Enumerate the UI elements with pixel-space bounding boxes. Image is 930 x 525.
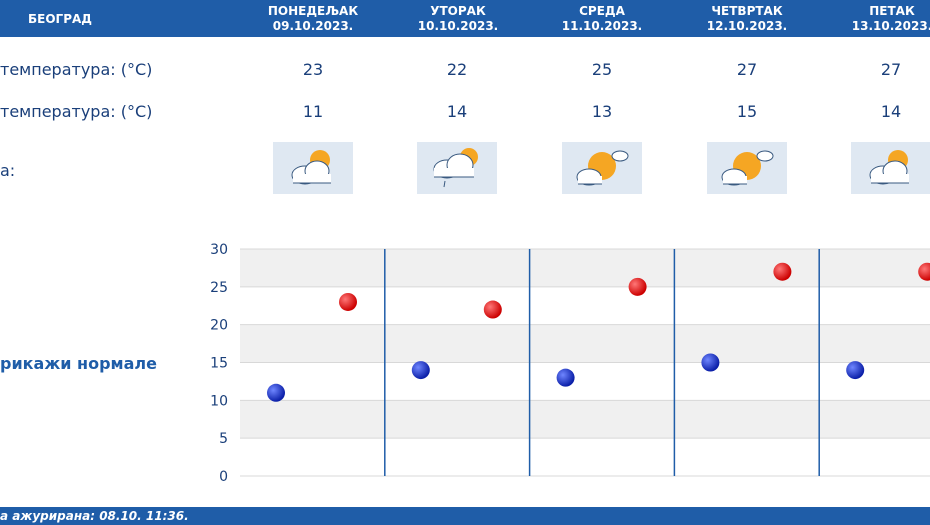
grid-band <box>240 362 930 401</box>
grid-band <box>240 438 930 476</box>
y-tick-label: 10 <box>210 393 228 409</box>
partly-cloudy-icon <box>273 142 353 194</box>
max-temp-4: 27 <box>736 60 758 79</box>
y-tick-label: 5 <box>219 431 228 447</box>
grid-band <box>240 400 930 439</box>
min-temp-label: температура: (°C) <box>0 102 153 121</box>
max-temp-5: 27 <box>880 60 902 79</box>
footer-bar: а ажурирана: 08.10. 11:36. <box>0 507 930 525</box>
y-tick-label: 0 <box>219 469 228 485</box>
min-temp-point <box>411 361 430 380</box>
min-temp-point <box>846 361 865 380</box>
y-tick-label: 20 <box>210 318 228 334</box>
max-temp-1: 23 <box>302 60 324 79</box>
sunny-cloud-icon <box>707 142 787 194</box>
min-temp-point <box>267 383 285 402</box>
min-temp-point <box>701 353 720 372</box>
city-name: БЕОГРАД <box>28 12 92 26</box>
max-temp-label: температура: (°C) <box>0 60 153 79</box>
day-header-4: ЧЕТВРТАК 12.10.2023. <box>706 4 788 33</box>
last-updated: а ажурирана: 08.10. 11:36. <box>0 509 189 523</box>
min-temp-1: 11 <box>302 102 324 121</box>
day-header-2: УТОРАК 10.10.2023. <box>417 4 499 33</box>
grid-band <box>240 324 930 363</box>
day-header-1: ПОНЕДЕЉАК 09.10.2023. <box>267 4 359 33</box>
min-temp-point <box>556 368 575 387</box>
show-normals-link[interactable]: рикажи нормале <box>0 354 157 373</box>
y-tick-label: 25 <box>210 280 228 296</box>
min-temp-4: 15 <box>736 102 758 121</box>
cloudy-light-rain-icon <box>417 142 497 194</box>
max-temp-point <box>918 262 930 281</box>
weather-label: а: <box>0 161 16 180</box>
max-temp-2: 22 <box>446 60 468 79</box>
max-temp-point <box>483 300 502 319</box>
day-header-5: ПЕТАК 13.10.2023. <box>851 4 930 33</box>
forecast-header: БЕОГРАД ПОНЕДЕЉАК 09.10.2023. УТОРАК 10.10… <box>0 0 930 37</box>
min-temp-2: 14 <box>446 102 468 121</box>
min-temp-5: 14 <box>880 102 902 121</box>
day-header-3: СРЕДА 11.10.2023. <box>561 4 643 33</box>
y-tick-label: 30 <box>210 242 228 258</box>
max-temp-point <box>628 277 647 296</box>
min-temp-3: 13 <box>591 102 613 121</box>
max-temp-3: 25 <box>591 60 613 79</box>
max-temp-point <box>773 262 792 281</box>
max-temp-point <box>339 292 357 311</box>
y-tick-label: 15 <box>210 356 228 372</box>
grid-band <box>240 249 930 287</box>
sunny-cloud-icon <box>562 142 642 194</box>
temperature-chart: 0 5 10 15 20 25 30 <box>210 242 930 485</box>
partly-cloudy-icon <box>851 142 930 194</box>
